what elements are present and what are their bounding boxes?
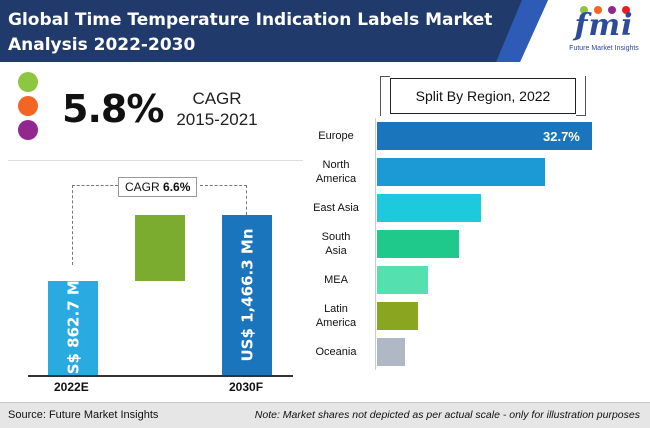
- cagr-bracket-right: [200, 185, 247, 215]
- title-bracket-left: [380, 76, 390, 116]
- logo-dot-green: [580, 6, 588, 14]
- region-bar-latin-america: [377, 302, 419, 330]
- logo-dot-orange: [594, 6, 602, 14]
- logo-tagline: Future Market Insights: [569, 45, 639, 52]
- region-axis: [375, 118, 376, 370]
- note-text: Note: Market shares not depicted as per …: [254, 409, 640, 421]
- region-chart-title: Split By Region, 2022: [390, 78, 576, 114]
- logo-wordmark: fmi: [574, 8, 634, 43]
- header-banner: Global Time Temperature Indication Label…: [0, 0, 650, 62]
- title-bracket-right: [576, 76, 586, 116]
- cagr-label: CAGR 2015-2021: [175, 88, 259, 130]
- market-bar-2022: [48, 280, 98, 375]
- logo-dot-red: [622, 6, 630, 14]
- region-label-east-asia: East Asia: [313, 202, 359, 214]
- region-value-label: 32.7%: [543, 128, 580, 144]
- region-bar-oceania: [377, 338, 406, 366]
- region-bar-mea: [377, 266, 429, 294]
- region-label-south-asia: South Asia: [321, 231, 351, 257]
- region-label-europe: Europe: [318, 130, 354, 142]
- market-value-label-2022: US$ 862.7 Mn: [63, 269, 82, 387]
- cagr-annotation: CAGR 6.6%: [118, 177, 198, 197]
- bullet-dot-orange: [18, 96, 38, 116]
- title-line-2: Analysis 2022-2030: [8, 35, 196, 55]
- cagr-bracket-left: [72, 185, 118, 265]
- region-bar-south-asia: [377, 230, 460, 258]
- market-x-axis: [28, 375, 293, 377]
- market-bar-2030: [222, 215, 272, 375]
- title-line-1: Global Time Temperature Indication Label…: [8, 10, 493, 30]
- section-divider: [8, 160, 303, 161]
- header-accent-stripe: [496, 0, 548, 62]
- region-label-north-america: North America: [315, 159, 357, 185]
- cagr-label-line-2: 2015-2021: [176, 110, 258, 129]
- cagr-annotation-value: 6.6%: [163, 180, 191, 194]
- region-label-oceania: Oceania: [315, 346, 357, 358]
- source-text: Source: Future Market Insights: [8, 409, 159, 421]
- region-label-mea: MEA: [324, 274, 348, 286]
- x-tick-2022: 2022E: [54, 380, 89, 394]
- bullet-dot-green: [18, 72, 38, 92]
- cagr-value: 5.8%: [62, 87, 164, 131]
- header-dark-panel: [0, 0, 548, 62]
- region-bar-europe: [377, 122, 592, 150]
- market-value-label-2030: US$ 1,466.3 Mn: [238, 228, 257, 362]
- bullet-dot-purple: [18, 120, 38, 140]
- footer: Source: Future Market Insights Note: Mar…: [0, 402, 650, 428]
- fmi-logo: fmi Future Market Insights: [560, 4, 648, 58]
- cagr-label-line-1: CAGR: [192, 89, 242, 108]
- page-title: Global Time Temperature Indication Label…: [8, 8, 528, 58]
- x-tick-2030: 2030F: [229, 380, 264, 394]
- region-bar-north-america: [377, 158, 546, 186]
- growth-bridge-bar: [135, 215, 185, 281]
- logo-dot-purple: [608, 6, 616, 14]
- header-background: [0, 0, 548, 62]
- region-bar-east-asia: [377, 194, 481, 222]
- cagr-annotation-prefix: CAGR: [125, 180, 160, 194]
- region-label-latin-america: Latin America: [315, 303, 357, 329]
